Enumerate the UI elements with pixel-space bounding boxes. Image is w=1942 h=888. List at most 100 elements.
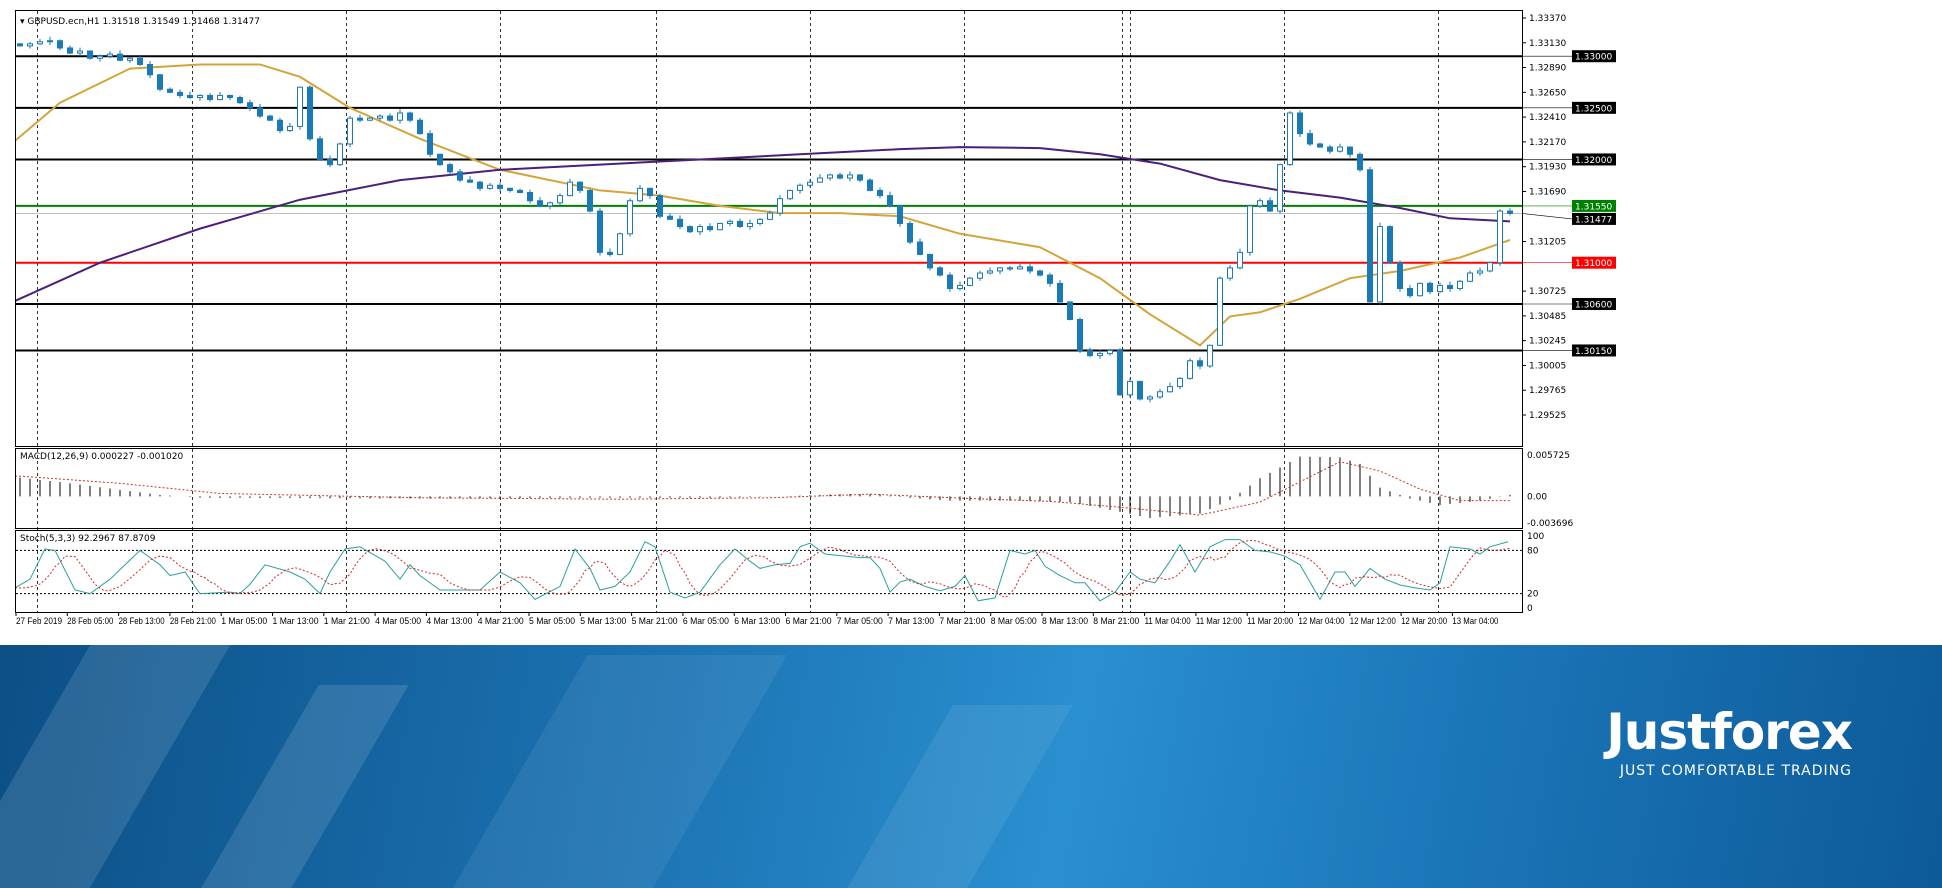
candle (1027, 262, 1033, 274)
candle (1197, 357, 1203, 370)
candle-body (887, 195, 893, 207)
candle (1047, 272, 1053, 287)
candle (1397, 260, 1403, 292)
candle (997, 267, 1003, 275)
candle-body (107, 53, 113, 57)
candle (1077, 317, 1083, 354)
candle-body (967, 277, 973, 286)
candle-body (977, 272, 983, 279)
candle (277, 117, 283, 134)
candle (1377, 222, 1383, 305)
candle (1267, 197, 1273, 212)
candle-body (1307, 133, 1313, 145)
candle-body (877, 189, 883, 197)
candle (1137, 380, 1143, 401)
candle (807, 179, 813, 188)
candle-body (757, 218, 763, 224)
candle (417, 117, 423, 135)
candle (907, 221, 913, 245)
candle (587, 188, 593, 213)
candle-body (1047, 274, 1053, 284)
candle-body (1067, 301, 1073, 320)
candle (887, 191, 893, 208)
time-tick-label: 4 Mar 13:00 (426, 616, 472, 626)
candle-body (207, 94, 213, 101)
candle-body (957, 284, 963, 290)
price-level-tag (1572, 212, 1616, 225)
candle-body (1377, 226, 1383, 303)
candle (267, 114, 273, 122)
macd-signal-line (15, 461, 1510, 516)
candle-body (1037, 270, 1043, 276)
candle-body (1457, 280, 1463, 290)
candle (1257, 198, 1263, 208)
candle-body (807, 181, 813, 186)
candle (1367, 166, 1373, 303)
candle (1127, 378, 1133, 398)
candle (297, 86, 303, 130)
price-level-tag (1572, 344, 1616, 357)
candle-body (117, 53, 123, 61)
candle-body (787, 189, 793, 200)
candle (917, 238, 923, 256)
candle (697, 224, 703, 236)
candle (257, 103, 263, 119)
candle-body (907, 222, 913, 243)
candle-body (1227, 267, 1233, 279)
time-tick-label: 1 Mar 13:00 (273, 616, 319, 626)
candle-body (1437, 284, 1443, 293)
candle (327, 155, 333, 168)
candle-body (1077, 318, 1083, 351)
candle (47, 36, 53, 46)
candle-body (917, 241, 923, 255)
candle-body (47, 40, 53, 43)
price-level-tag (1572, 153, 1616, 166)
candle-body (1137, 380, 1143, 400)
candle-body (1277, 164, 1283, 212)
candle (687, 225, 693, 234)
candle-body (1397, 262, 1403, 290)
price-level-label: 1.30150 (1575, 347, 1612, 357)
candle (387, 113, 393, 122)
candle (1177, 377, 1183, 390)
price-level-label: 1.32000 (1575, 156, 1612, 166)
candle (977, 270, 983, 281)
candle-body (27, 43, 33, 47)
candle (1497, 209, 1503, 267)
justforex-logo[interactable]: Justforex JUST COMFORTABLE TRADING (1606, 703, 1853, 779)
candle (1457, 279, 1463, 291)
candle (727, 219, 733, 227)
stoch-title: Stoch(5,3,3) 92.2967 87.8709 (20, 534, 156, 544)
candle-body (547, 202, 553, 207)
price-tick-label: 1.29525 (1529, 411, 1566, 421)
candle (747, 219, 753, 230)
time-tick-label: 7 Mar 21:00 (939, 616, 985, 626)
candle-body (1017, 266, 1023, 270)
candle-body (167, 88, 173, 93)
candle (957, 281, 963, 291)
price-axis[interactable]: 1.33370 1.33130 1.32890 1.32650 1.32410 1.321… (1521, 14, 1616, 421)
candle (187, 91, 193, 99)
candle-body (1027, 266, 1033, 272)
time-tick-label: 6 Mar 13:00 (734, 616, 780, 626)
candle-body (1317, 143, 1323, 148)
candle (607, 248, 613, 257)
price-level-tag (1572, 256, 1616, 269)
candle (627, 198, 633, 237)
candle-body (217, 94, 223, 101)
candle-body (437, 153, 443, 166)
time-axis[interactable]: 27 Feb 2019 28 Feb 05:00 28 Feb 13:00 28 Fe… (15, 612, 1498, 626)
candle (287, 123, 293, 132)
candle (547, 201, 553, 210)
candle-body (1237, 251, 1243, 269)
candle (127, 56, 133, 64)
candle-body (407, 112, 413, 121)
candle (517, 188, 523, 194)
candle-body (857, 174, 863, 181)
candle (1417, 282, 1423, 297)
candle (1057, 279, 1063, 305)
candle (87, 50, 93, 60)
candle-body (427, 133, 433, 155)
price-tick-label: 1.31930 (1529, 163, 1566, 173)
